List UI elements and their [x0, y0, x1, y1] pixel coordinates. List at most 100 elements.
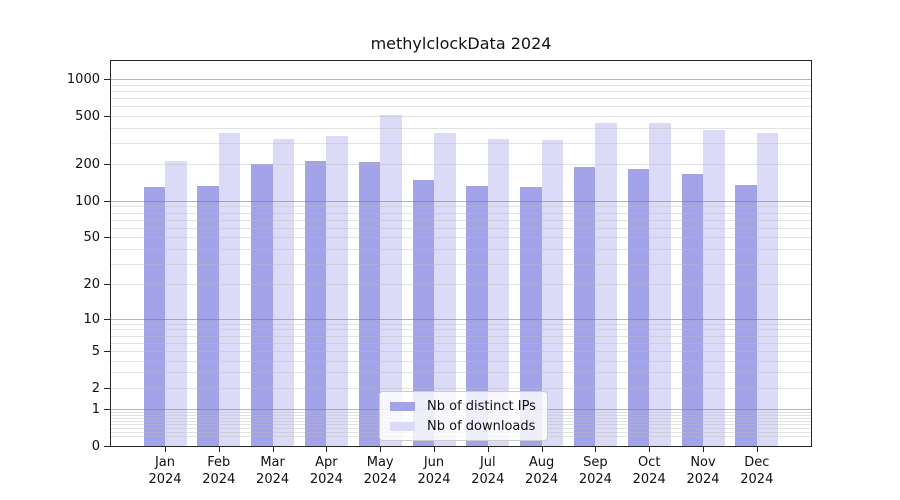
grid-line-minor — [110, 387, 812, 389]
chart-title: methylclockData 2024 — [370, 34, 552, 53]
bar-downloads-oct — [649, 122, 671, 447]
y-axis-tick — [104, 284, 110, 286]
grid-line-minor — [110, 350, 812, 352]
bar-downloads-jul — [487, 138, 510, 447]
y-axis-tick-label: 0 — [91, 439, 100, 454]
y-axis-tick — [104, 164, 110, 166]
grid-line-minor — [110, 323, 812, 325]
x-axis-label-mar: Mar 2024 — [256, 455, 290, 487]
y-axis-tick-label: 20 — [83, 277, 100, 293]
grid-line-minor — [110, 142, 812, 144]
x-axis-label-oct: Oct 2024 — [632, 455, 666, 487]
grid-line-minor — [110, 206, 812, 208]
bar-downloads-jun — [434, 132, 456, 447]
y-axis-tick — [104, 318, 110, 320]
x-axis-tick — [434, 447, 435, 452]
grid-line-minor — [110, 342, 812, 344]
x-axis-tick — [487, 447, 489, 452]
y-axis-tick-label: 5 — [91, 343, 100, 359]
x-axis-tick — [649, 447, 651, 452]
y-axis-tick — [104, 387, 110, 389]
legend-item-distinct-ips: Nb of distinct IPs — [390, 398, 536, 414]
x-axis-label-dec: Dec 2024 — [740, 455, 774, 487]
bar-distinct-ips-nov — [681, 174, 703, 447]
y-axis-tick-label: 200 — [75, 157, 100, 173]
x-axis-tick — [272, 447, 274, 452]
bar-downloads-apr — [326, 136, 348, 447]
grid-line-major — [110, 200, 812, 202]
x-axis-label-apr: Apr 2024 — [309, 455, 343, 487]
grid-line-minor — [110, 106, 812, 108]
x-axis-label-aug: Aug 2024 — [525, 455, 559, 487]
y-axis-tick-label: 100 — [75, 193, 100, 209]
plot-area: Nb of distinct IPs Nb of downloads — [110, 60, 812, 447]
grid-line-minor — [110, 164, 812, 166]
y-axis-tick-label: 10 — [83, 311, 100, 327]
y-axis-tick-label: 1 — [91, 402, 100, 418]
bar-downloads-sep — [595, 122, 617, 447]
bar-downloads-nov — [703, 130, 725, 447]
bar-distinct-ips-aug — [520, 187, 542, 447]
bar-distinct-ips-apr — [304, 161, 327, 447]
y-axis-tick — [104, 446, 110, 447]
legend-swatch-distinct-ips — [390, 401, 415, 411]
grid-line-minor — [110, 372, 812, 374]
grid-line-minor — [110, 84, 812, 86]
bars-layer — [110, 60, 812, 447]
bar-distinct-ips-may — [358, 161, 381, 447]
grid-line-minor — [110, 335, 812, 337]
legend-label-distinct-ips: Nb of distinct IPs — [427, 398, 536, 414]
grid-line-minor — [110, 227, 812, 229]
legend-item-downloads: Nb of downloads — [390, 418, 536, 434]
x-axis-tick — [595, 447, 597, 452]
grid-line-major — [110, 318, 812, 320]
y-axis-tick — [104, 409, 110, 411]
bar-distinct-ips-jul — [466, 186, 488, 447]
bar-downloads-feb — [218, 132, 241, 447]
x-axis-tick — [218, 447, 220, 452]
bar-downloads-mar — [272, 139, 295, 447]
y-axis-tick — [104, 200, 110, 202]
y-axis-tick — [104, 237, 110, 239]
grid-line-minor — [110, 360, 812, 362]
grid-line-minor — [110, 90, 812, 92]
grid-line-minor — [110, 263, 812, 265]
grid-line-minor — [110, 115, 812, 117]
x-axis-tick — [541, 447, 543, 452]
x-axis-label-may: May 2024 — [363, 455, 397, 487]
grid-line-major — [110, 79, 812, 81]
grid-line-minor — [110, 237, 812, 239]
bar-downloads-may — [380, 115, 402, 447]
bar-distinct-ips-jan — [143, 187, 165, 447]
bar-downloads-aug — [541, 140, 564, 447]
grid-line-minor — [110, 248, 812, 250]
grid-line-minor — [110, 284, 812, 286]
x-axis-tick — [703, 447, 704, 452]
x-axis-tick — [326, 447, 328, 452]
y-axis-tick-label: 500 — [75, 108, 100, 124]
x-axis-label-jan: Jan 2024 — [148, 455, 182, 487]
x-axis-label-jun: Jun 2024 — [417, 455, 451, 487]
x-axis-label-nov: Nov 2024 — [686, 455, 720, 487]
x-axis-tick — [380, 447, 382, 452]
bar-distinct-ips-oct — [627, 169, 650, 447]
bar-downloads-jan — [165, 160, 187, 447]
bar-distinct-ips-feb — [197, 185, 219, 447]
bar-distinct-ips-dec — [735, 185, 757, 447]
bar-downloads-dec — [756, 132, 779, 447]
y-axis-tick — [104, 115, 110, 117]
grid-line-minor — [110, 219, 812, 221]
bar-distinct-ips-mar — [251, 163, 273, 447]
legend: Nb of distinct IPs Nb of downloads — [379, 391, 548, 441]
grid-line-minor — [110, 212, 812, 214]
x-axis-label-jul: Jul 2024 — [471, 455, 505, 487]
x-axis-tick — [165, 447, 166, 452]
y-axis-tick-label: 50 — [83, 230, 100, 246]
y-axis-tick — [104, 350, 110, 352]
grid-line-minor — [110, 329, 812, 331]
y-axis-tick — [104, 79, 110, 81]
x-axis-label-feb: Feb 2024 — [202, 455, 236, 487]
y-axis-tick-label: 1000 — [66, 72, 100, 88]
legend-label-downloads: Nb of downloads — [427, 418, 536, 434]
